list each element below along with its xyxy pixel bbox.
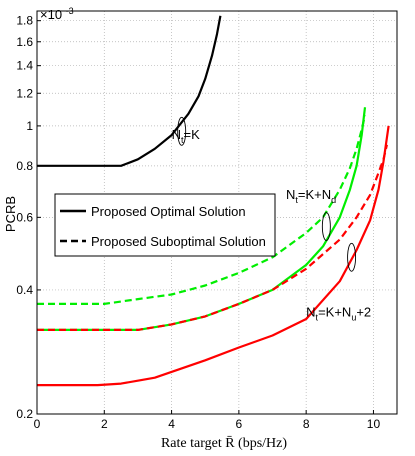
axis-ticks: 0 2 4 6 8 10 0.2 0.4 0.6 0.8 1 1.2 1.4 1.6 1.8: [16, 14, 380, 431]
series-line: [37, 125, 390, 387]
y-tick-label: 1.4: [16, 59, 33, 73]
annotation-part: u: [351, 312, 356, 322]
group-ellipse: [321, 212, 331, 241]
x-tick-label: 6: [236, 417, 243, 431]
x-axis-label: Rate target R̄ (bps/Hz): [161, 435, 287, 451]
annotation-part: t: [181, 135, 184, 145]
y-tick-label: 0.4: [16, 283, 33, 297]
group-ellipse: [177, 116, 187, 146]
plot-frame: [36, 10, 398, 415]
y-multiplier-exponent: -3: [66, 6, 74, 16]
y-tick-label: 0.6: [16, 210, 33, 224]
annotation-part: t: [295, 195, 298, 205]
legend-label-suboptimal: Proposed Suboptimal Solution: [91, 234, 266, 249]
series-line: [37, 144, 388, 331]
curve-annotation: Nt=K+Nd: [286, 187, 336, 205]
series-line: [37, 15, 222, 167]
y-tick-label: 1.8: [16, 14, 33, 28]
y-multiplier: ×10 -3: [40, 6, 74, 22]
annotation-part: =K: [183, 127, 200, 142]
series-lines: [37, 15, 390, 387]
annotation-part: t: [316, 312, 319, 322]
series-line: [37, 115, 367, 305]
x-tick-label: 4: [168, 417, 175, 431]
legend-label-optimal: Proposed Optimal Solution: [91, 204, 246, 219]
y-tick-label: 0.8: [16, 159, 33, 173]
y-tick-label: 1: [26, 119, 33, 133]
annotation-part: +2: [356, 304, 371, 319]
annotation-part: d: [331, 195, 336, 205]
annotation-part: N: [286, 187, 295, 202]
x-tick-label: 2: [101, 417, 108, 431]
y-axis-label: PCRB: [3, 196, 18, 232]
curve-annotation: Nt=K: [172, 127, 200, 145]
y-multiplier-base: ×10: [40, 7, 62, 22]
y-tick-label: 1.6: [16, 35, 33, 49]
y-tick-label: 1.2: [16, 86, 33, 100]
group-ellipse: [347, 242, 357, 272]
annotation-part: =K+N: [318, 304, 351, 319]
curve-annotation: Nt=K+Nu+2: [306, 304, 371, 322]
annotation-part: N: [172, 127, 181, 142]
group-ellipses: [177, 116, 357, 272]
x-tick-label: 0: [34, 417, 41, 431]
annotation-part: =K+N: [298, 187, 331, 202]
legend-box: [54, 193, 276, 257]
y-tick-label: 0.2: [16, 407, 33, 421]
legend: Proposed Optimal Solution Proposed Subop…: [54, 193, 276, 257]
x-tick-label: 10: [367, 417, 381, 431]
annotation-part: N: [306, 304, 315, 319]
x-tick-label: 8: [303, 417, 310, 431]
